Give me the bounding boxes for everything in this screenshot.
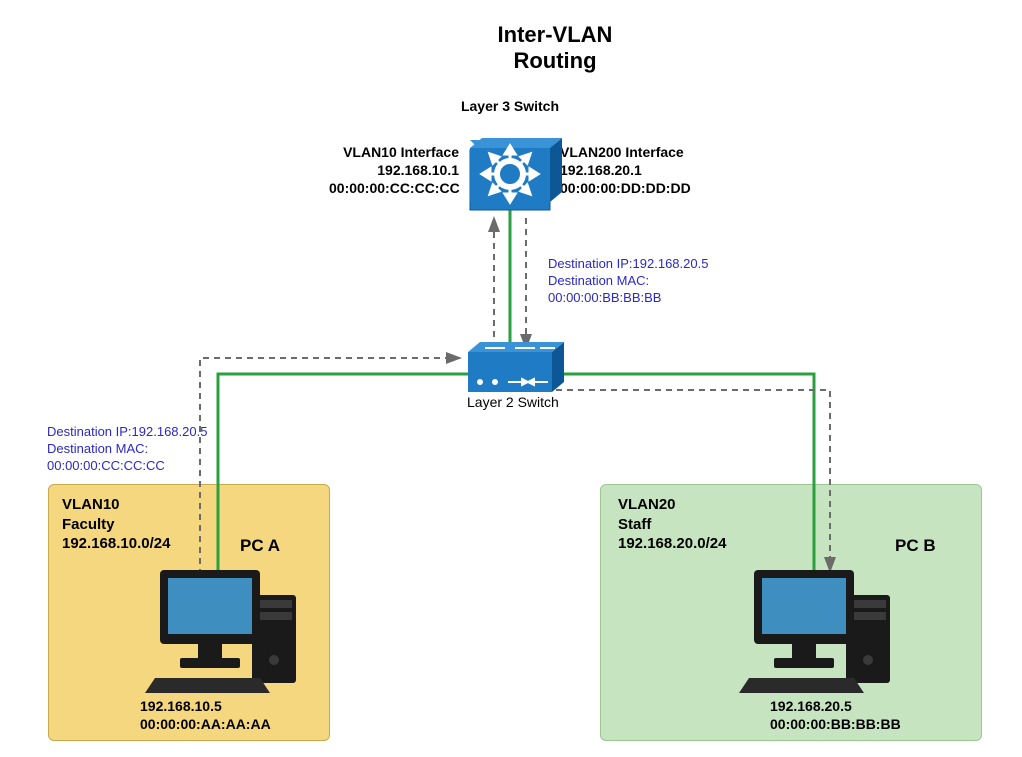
l3-switch-label: Layer 3 Switch <box>455 97 565 115</box>
vlan10-heading: VLAN10 Faculty 192.168.10.0/24 <box>62 495 170 554</box>
packet-info-left: Destination IP:192.168.20.5 Destination … <box>47 424 207 475</box>
l2-switch-icon <box>468 342 564 392</box>
l3-left-interface: VLAN10 Interface 192.168.10.1 00:00:00:C… <box>329 143 459 198</box>
l3-right-interface: VLAN200 Interface 192.168.20.1 00:00:00:… <box>560 143 710 198</box>
title-line2: Routing <box>513 48 596 73</box>
pc-b-label: PC B <box>895 536 936 556</box>
l3-switch-icon <box>470 138 562 210</box>
title-line1: Inter-VLAN <box>498 22 613 47</box>
l2-switch-label: Layer 2 Switch <box>467 393 559 411</box>
diagram-title: Inter-VLAN Routing <box>405 22 705 74</box>
vlan20-heading: VLAN20 Staff 192.168.20.0/24 <box>618 495 726 554</box>
pc-a-addresses: 192.168.10.5 00:00:00:AA:AA:AA <box>140 697 271 733</box>
pc-a-label: PC A <box>240 536 280 556</box>
packet-info-right: Destination IP:192.168.20.5 Destination … <box>548 256 708 307</box>
pc-b-addresses: 192.168.20.5 00:00:00:BB:BB:BB <box>770 697 901 733</box>
